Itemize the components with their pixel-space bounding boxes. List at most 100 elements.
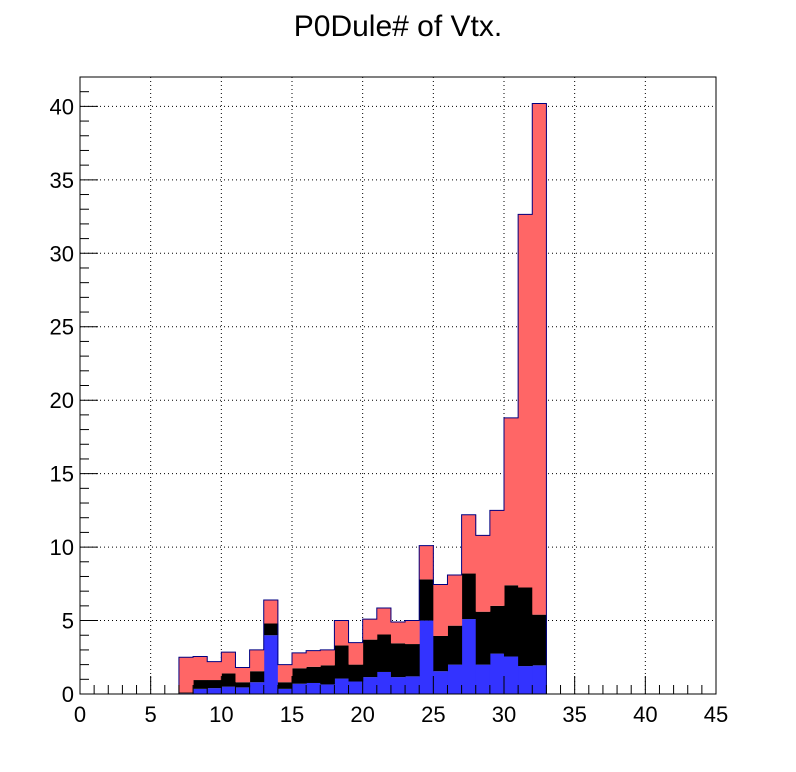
histogram-bar (263, 623, 279, 636)
histogram-bar (249, 649, 265, 672)
histogram-bar (334, 678, 350, 694)
histogram-bar (249, 671, 265, 683)
y-tick-label: 0 (62, 682, 74, 707)
histogram-bar (292, 668, 307, 684)
histogram-bar (475, 611, 491, 665)
histogram-bar (263, 599, 279, 624)
histogram-bar (447, 575, 463, 626)
tick-labels: 0 5 10 15 20 25 30 35 40 45 0 5 10 15 20 25 30 35 40 (50, 94, 729, 727)
histogram-bars (178, 103, 547, 694)
histogram-bar (348, 642, 364, 665)
histogram-bar (461, 573, 477, 620)
histogram-bar (320, 649, 335, 666)
y-tick-label: 15 (50, 462, 74, 487)
histogram-bar (207, 680, 222, 689)
histogram-bar (489, 653, 505, 694)
x-tick-label: 15 (280, 702, 304, 727)
histogram-bar (461, 619, 477, 694)
histogram-bar (277, 664, 293, 683)
histogram-bar (475, 664, 491, 694)
histogram-bar (306, 682, 321, 694)
y-tick-label: 10 (50, 535, 74, 560)
histogram-bar (376, 608, 392, 635)
histogram-bar (390, 643, 406, 678)
histogram-bar (277, 682, 293, 689)
histogram-bar (433, 635, 448, 672)
histogram-bar (320, 684, 335, 694)
histogram-bar (334, 645, 350, 679)
histogram-bar (178, 692, 194, 694)
histogram-bar (504, 417, 519, 586)
histogram-bar (518, 214, 533, 588)
histogram-bar (532, 103, 547, 615)
histogram-bar (249, 682, 265, 694)
histogram-bar (405, 620, 420, 645)
y-tick-label: 35 (50, 168, 74, 193)
histogram-bar (433, 671, 448, 694)
histogram-bar (292, 683, 307, 694)
histogram-bar (504, 585, 519, 657)
histogram-bar (193, 680, 208, 689)
histogram-bar (348, 681, 364, 694)
x-tick-label: 20 (350, 702, 374, 727)
y-tick-label: 20 (50, 388, 74, 413)
x-tick-label: 45 (704, 702, 728, 727)
histogram-bar (292, 652, 307, 669)
histogram-bar (376, 671, 392, 694)
histogram-bar (489, 510, 505, 606)
histogram-bar (193, 656, 208, 681)
histogram-bar (362, 639, 378, 678)
histogram-bar (405, 644, 420, 677)
plot-frame (79, 76, 717, 695)
histogram-bar (390, 622, 406, 644)
x-tick-label: 10 (209, 702, 233, 727)
y-tick-label: 40 (50, 94, 74, 119)
chart-title: P0Dule# of Vtx. (293, 10, 503, 43)
histogram-bar (221, 652, 236, 674)
histogram-bar (433, 584, 448, 636)
histogram-bar (475, 535, 491, 612)
histogram-bar (235, 667, 251, 683)
histogram-bar (235, 682, 251, 688)
axis-ticks (79, 76, 717, 695)
histogram-bar (419, 579, 434, 621)
histogram-bar (263, 635, 279, 694)
histogram-bar (419, 620, 434, 694)
histogram-bar (178, 657, 194, 693)
x-tick-label: 40 (633, 702, 657, 727)
histogram-bar (461, 514, 477, 574)
histogram-bar (489, 605, 505, 654)
histogram-bar (419, 545, 434, 580)
histogram-bar (348, 664, 364, 682)
histogram-outline (178, 102, 547, 694)
histogram-bar (320, 665, 335, 685)
histogram-bar (362, 677, 378, 694)
histogram-bar (306, 650, 321, 667)
histogram-bar (532, 665, 547, 694)
histogram-bar (207, 688, 222, 694)
histogram-bar (518, 587, 533, 667)
histogram-bar (334, 620, 350, 646)
histogram-bar (221, 673, 236, 687)
histogram-bar (193, 688, 208, 694)
x-tick-label: 35 (562, 702, 586, 727)
histogram-bar (277, 688, 293, 694)
y-tick-label: 30 (50, 241, 74, 266)
histogram-bar (207, 661, 222, 681)
histogram-bar (390, 677, 406, 694)
histogram-bar (532, 614, 547, 666)
x-tick-label: 30 (492, 702, 516, 727)
histogram-bar (447, 664, 463, 694)
histogram-bar (447, 625, 463, 665)
x-tick-label: 5 (145, 702, 157, 727)
histogram-bar (235, 687, 251, 694)
histogram-bar (306, 666, 321, 683)
x-tick-label: 25 (421, 702, 445, 727)
histogram-bar (362, 619, 378, 640)
grid (80, 77, 716, 694)
histogram-bar (376, 634, 392, 672)
histogram-bar (504, 656, 519, 694)
histogram-bar (518, 666, 533, 694)
histogram-bar (405, 676, 420, 694)
